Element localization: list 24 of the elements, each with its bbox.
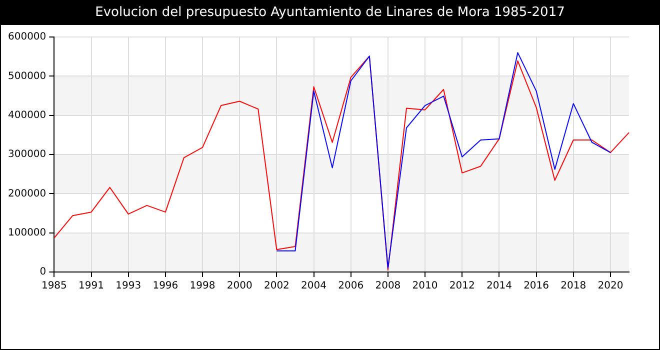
x-tick-label: 2000	[226, 280, 252, 292]
x-tick-label: 1996	[152, 280, 178, 292]
x-tick-label: 1991	[78, 280, 104, 292]
x-tick-label: 2010	[412, 280, 438, 292]
x-tick-label: 2014	[486, 280, 512, 292]
y-tick-label: 400000	[8, 110, 46, 121]
y-tick-label: 100000	[8, 227, 46, 238]
y-tick-label: 200000	[8, 188, 46, 200]
y-tick-label: 300000	[8, 149, 46, 160]
y-tick-label: 500000	[8, 70, 46, 82]
x-tick-label: 2008	[375, 280, 401, 292]
chart-title: Evolucion del presupuesto Ayuntamiento de Linares de Mora 1985-2017	[1, 1, 659, 25]
x-tick-label: 1985	[41, 280, 67, 292]
x-tick-label: 1993	[116, 280, 142, 292]
x-tick-label: 2006	[338, 280, 364, 292]
x-tick-label: 2002	[264, 280, 290, 292]
x-tick-label: 2020	[598, 280, 624, 292]
x-tick-label: 2016	[524, 280, 550, 292]
y-tick-label: 0	[40, 266, 46, 278]
y-tick-label: 600000	[8, 32, 46, 43]
x-tick-label: 2018	[560, 280, 586, 292]
x-tick-label: 2012	[449, 280, 475, 292]
x-tick-label: 1998	[190, 280, 216, 292]
x-tick-label: 2004	[301, 280, 326, 292]
